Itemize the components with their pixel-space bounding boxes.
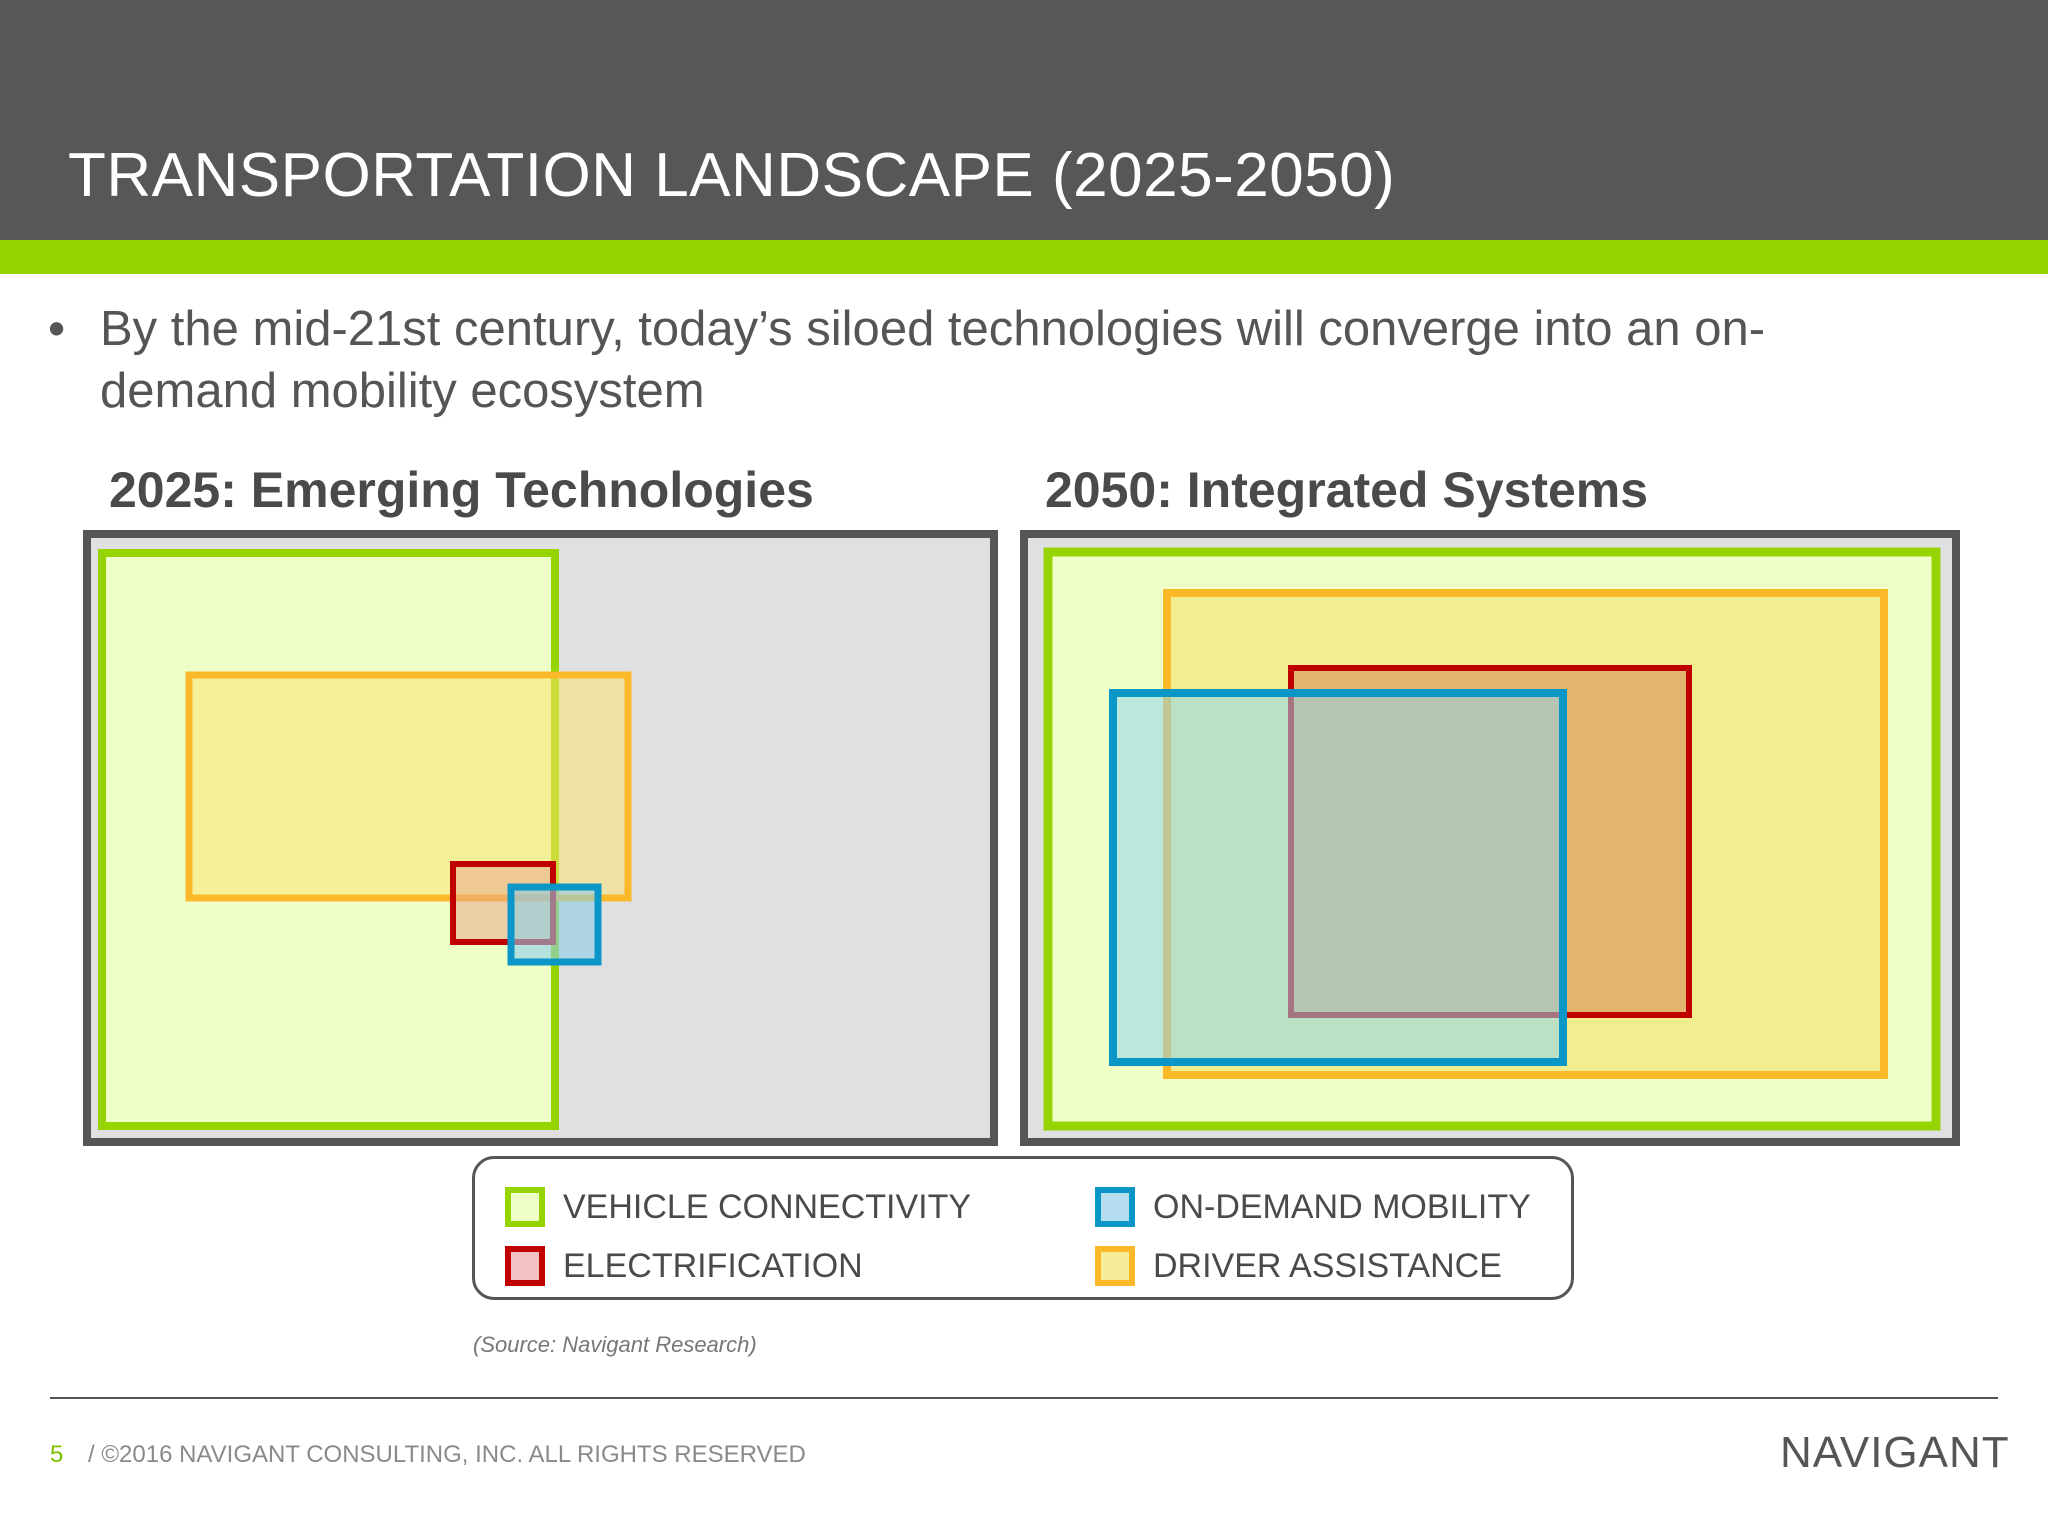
legend-label: ELECTRIFICATION	[563, 1246, 863, 1285]
legend-swatch-vehicle-connectivity	[505, 1187, 545, 1227]
footer-divider	[50, 1397, 1998, 1399]
source-note: (Source: Navigant Research)	[473, 1332, 757, 1357]
legend-item-electrification: ELECTRIFICATION	[505, 1246, 863, 1286]
legend-item-vehicle-connectivity: VEHICLE CONNECTIVITY	[505, 1187, 971, 1227]
legend-item-driver-assistance: DRIVER ASSISTANCE	[1095, 1246, 1502, 1286]
legend-swatch-driver-assistance	[1095, 1246, 1135, 1286]
bullet-marker: •	[48, 302, 66, 356]
header-bar: TRANSPORTATION LANDSCAPE (2025-2050)	[0, 0, 2048, 240]
on-demand-mobility-region-2050	[1109, 689, 1567, 1066]
legend-label: DRIVER ASSISTANCE	[1153, 1246, 1502, 1285]
legend-swatch-electrification	[505, 1246, 545, 1286]
legend: VEHICLE CONNECTIVITY ELECTRIFICATION ON-…	[472, 1156, 1574, 1300]
navigant-logo: NAVIGANT	[1780, 1428, 2010, 1477]
diagram-2050	[1020, 530, 1960, 1146]
legend-label: ON-DEMAND MOBILITY	[1153, 1187, 1531, 1226]
legend-label: VEHICLE CONNECTIVITY	[563, 1187, 972, 1226]
heading-2025: 2025: Emerging Technologies	[109, 462, 814, 518]
page-number: 5	[50, 1441, 64, 1468]
bullet-text: By the mid-21st century, today’s siloed …	[100, 302, 1766, 418]
legend-item-on-demand-mobility: ON-DEMAND MOBILITY	[1095, 1187, 1531, 1227]
legend-swatch-on-demand-mobility	[1095, 1187, 1135, 1227]
copyright-text: / ©2016 NAVIGANT CONSULTING, INC. ALL RI…	[88, 1441, 806, 1468]
diagram-2025	[83, 530, 998, 1146]
heading-2050: 2050: Integrated Systems	[1045, 462, 1649, 518]
on-demand-mobility-region-2025	[507, 883, 602, 966]
accent-bar	[0, 240, 2048, 274]
slide-title: TRANSPORTATION LANDSCAPE (2025-2050)	[68, 141, 1396, 210]
driver-assistance-region-2025	[185, 671, 632, 902]
